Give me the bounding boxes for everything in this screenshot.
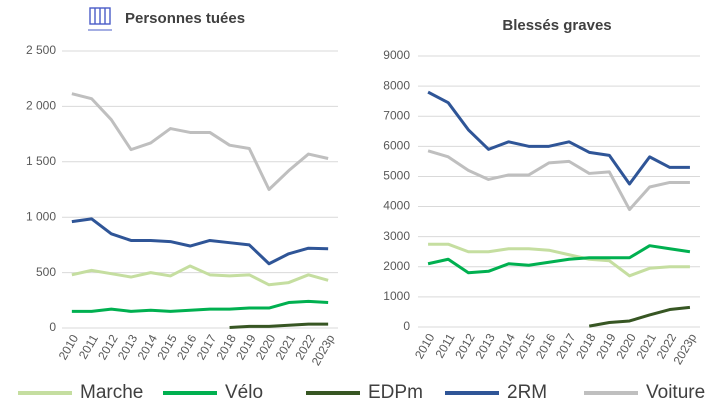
x-tick-label: 2020 [613,331,639,361]
series-line [71,264,329,287]
y-tick-label: 5000 [383,169,410,183]
series-line [588,305,691,328]
y-tick-label: 2000 [383,259,410,273]
x-tick-label: 2010 [412,331,438,361]
y-tick-label: 2 500 [26,43,56,57]
x-tick-label: 2018 [573,331,599,361]
x-tick-label: 2015 [513,331,539,361]
x-tick-label: 2012 [452,331,478,361]
y-tick-label: 1 000 [26,209,56,223]
series-line [71,217,329,266]
legend-label: Voiture [646,382,705,403]
x-tick-label: 2019 [233,332,259,362]
y-tick-label: 7000 [383,108,410,122]
chart-title: Personnes tuées [125,10,245,27]
legend-label: Vélo [225,382,263,403]
series-line [71,299,329,313]
x-tick-label: 2015 [154,332,180,362]
logo [88,7,112,31]
x-tick-label: 2016 [533,331,559,361]
x-tick-label: 2012 [95,332,121,362]
y-tick-label: 9000 [383,48,410,62]
y-tick-label: 6000 [383,139,410,153]
y-tick-label: 4000 [383,199,410,213]
series-line [427,244,691,275]
x-tick-label: 2014 [493,331,519,361]
x-tick-label: 2017 [194,332,220,362]
x-tick-label: 2018 [213,332,239,362]
y-tick-label: 1000 [383,289,410,303]
y-tick-label: 2 000 [26,99,56,113]
y-tick-label: 0 [403,319,410,333]
series-line [427,90,690,186]
x-tick-label: 2021 [273,332,299,362]
x-tick-label: 2010 [56,332,82,362]
series-line [428,242,690,278]
legend-label: 2RM [507,382,547,403]
chart-title: Blessés graves [502,17,611,34]
x-tick-label: 2019 [593,331,619,361]
x-tick-label: 2017 [553,331,579,361]
legend-label: EDPm [368,382,423,403]
x-tick-label: 2014 [135,332,161,362]
y-tick-label: 1 500 [26,154,56,168]
x-tick-label: 2021 [634,331,660,361]
y-tick-label: 500 [36,265,56,279]
y-tick-label: 0 [49,320,56,334]
y-tick-label: 8000 [383,78,410,92]
legend-label: Marche [80,382,143,403]
y-tick-label: 3000 [383,229,410,243]
x-tick-label: 2013 [115,332,141,362]
x-tick-label: 2016 [174,332,200,362]
series-line [427,149,690,212]
series-line [229,322,329,329]
series-line [71,92,329,191]
x-tick-label: 2013 [472,331,498,361]
x-tick-label: 2020 [253,332,279,362]
